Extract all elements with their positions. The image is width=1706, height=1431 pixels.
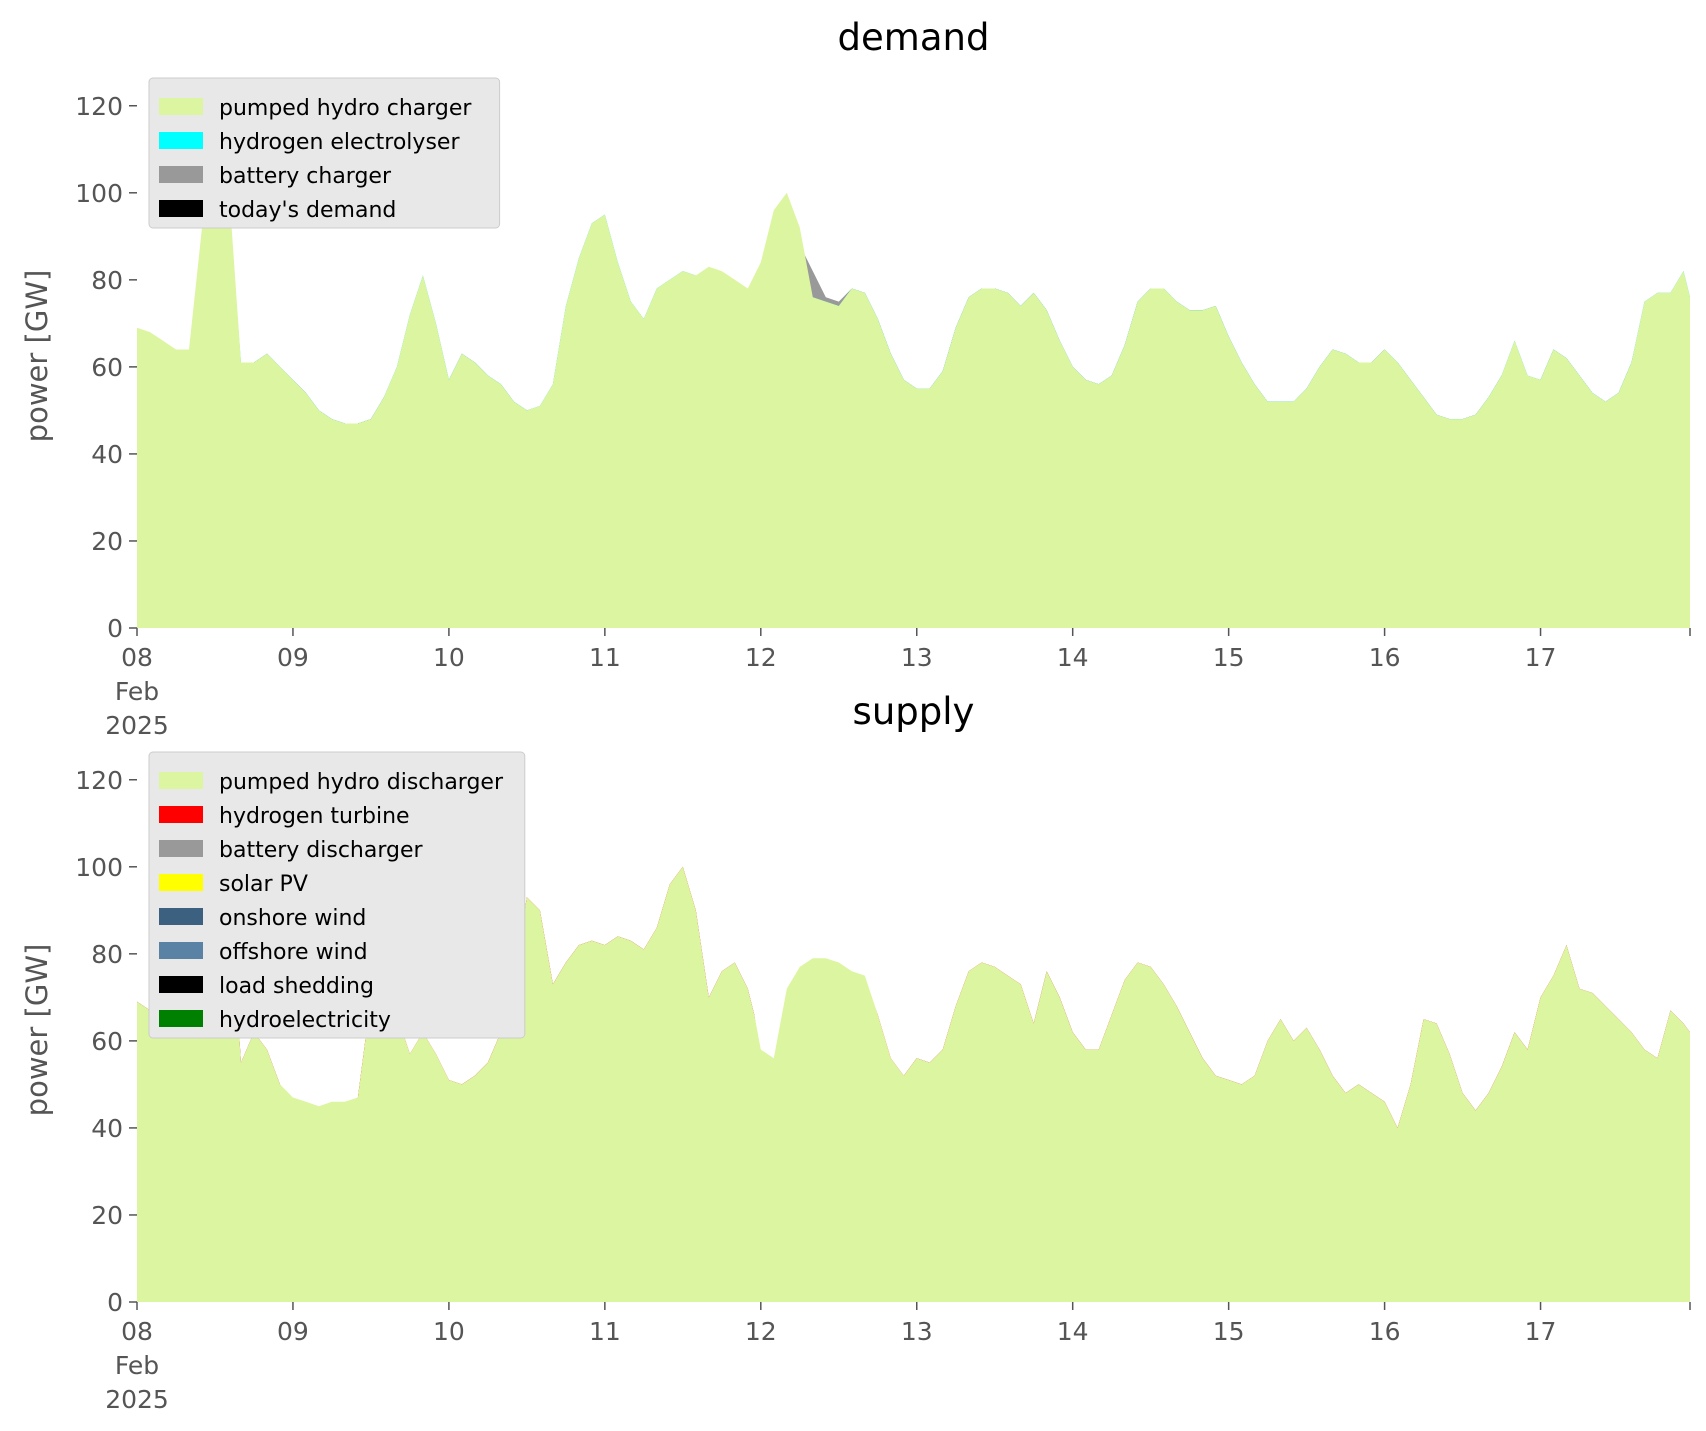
legend-label-onshore-wind: onshore wind	[219, 906, 366, 931]
y-tick-label: 80	[91, 266, 123, 295]
x-tick-label: 10	[433, 643, 465, 672]
x-tick-label: 11	[589, 643, 621, 672]
y-tick-label: 40	[91, 440, 123, 469]
legend-swatch-load-shedding	[159, 976, 203, 993]
x-tick-label-line: 08	[121, 643, 153, 672]
legend-label-pumped-hydro-charger: pumped hydro charger	[219, 96, 472, 121]
x-tick-label: 12	[745, 1317, 777, 1346]
legend-box	[148, 77, 501, 229]
y-tick-label: 60	[91, 1027, 123, 1056]
y-tick-label: 120	[75, 766, 123, 795]
x-tick-label-line: 16	[1369, 1317, 1401, 1346]
x-tick-label: 16	[1369, 643, 1401, 672]
x-axis: 08 Feb 2025 09 10 11 12 13 14 15 16 17	[105, 1302, 1691, 1414]
x-tick-label: 14	[1057, 1317, 1089, 1346]
x-tick-label-line: 10	[433, 643, 465, 672]
y-axis: 0 20 40 60 80 100 120	[75, 766, 137, 1317]
legend-swatch-battery-discharger	[159, 840, 203, 857]
legend-label-hydroelectricity: hydroelectricity	[219, 1008, 391, 1033]
x-tick-label-line: 09	[277, 643, 309, 672]
x-tick-label-line: 12	[745, 643, 777, 672]
y-tick-label: 80	[91, 940, 123, 969]
y-tick-label: 0	[107, 614, 123, 643]
x-tick-label: 11	[589, 1317, 621, 1346]
legend-label-offshore-wind: offshore wind	[219, 940, 368, 965]
legend-swatch-hydrogen-turbine	[159, 806, 203, 823]
legend-swatch-hydroelectricity	[159, 1010, 203, 1027]
demand-chart: demand power [GW] 0 20 40 60 80 100 120 08 Feb 2025…	[20, 16, 1691, 740]
x-tick-label-line: 13	[901, 1317, 933, 1346]
x-tick-label: 10	[433, 1317, 465, 1346]
legend-label-battery-charger: battery charger	[219, 164, 392, 189]
legend-swatch-onshore-wind	[159, 908, 203, 925]
x-tick-label: 09	[277, 643, 309, 672]
x-tick-label-line: 09	[277, 1317, 309, 1346]
x-tick-label-line: 15	[1213, 643, 1245, 672]
chart-title: supply	[853, 690, 975, 733]
x-tick-label: 13	[901, 1317, 933, 1346]
legend-label-load-shedding: load shedding	[219, 974, 374, 999]
x-tick-label-line: 14	[1057, 1317, 1089, 1346]
y-tick-label: 40	[91, 1114, 123, 1143]
legend-label-hydrogen-turbine: hydrogen turbine	[219, 804, 410, 829]
y-tick-label: 20	[91, 527, 123, 556]
x-tick-label-line: 2025	[105, 711, 169, 740]
x-tick-label-line: 11	[589, 643, 621, 672]
legend-label-battery-discharger: battery discharger	[219, 838, 424, 863]
legend-swatch-solar-pv	[159, 874, 203, 891]
y-tick-label: 100	[75, 853, 123, 882]
legend-label-solar-pv: solar PV	[219, 872, 308, 897]
y-tick-label: 20	[91, 1201, 123, 1230]
x-tick-label-line: 14	[1057, 643, 1089, 672]
y-axis: 0 20 40 60 80 100 120	[75, 92, 137, 643]
x-tick-label-line: 2025	[105, 1385, 169, 1414]
legend: pumped hydro charger hydrogen electrolyse…	[148, 77, 501, 229]
x-tick-label: 08 Feb 2025	[105, 643, 169, 740]
legend-label-today-s-demand: today's demand	[219, 198, 396, 223]
x-tick-label: 14	[1057, 643, 1089, 672]
x-tick-label: 16	[1369, 1317, 1401, 1346]
legend-label-hydrogen-electrolyser: hydrogen electrolyser	[219, 130, 460, 155]
x-tick-label-line: Feb	[115, 1351, 159, 1380]
x-tick-label-line: 16	[1369, 643, 1401, 672]
x-tick-label-line: 17	[1525, 643, 1557, 672]
legend-box	[148, 751, 526, 1039]
legend-swatch-pumped-hydro-charger	[159, 98, 203, 115]
chart-title: demand	[838, 16, 990, 59]
legend-swatch-pumped-hydro-discharger	[159, 772, 203, 789]
x-tick-label: 15	[1213, 643, 1245, 672]
x-tick-label-line: Feb	[115, 677, 159, 706]
y-tick-label: 120	[75, 92, 123, 121]
x-tick-label: 17	[1525, 643, 1557, 672]
y-tick-label: 100	[75, 179, 123, 208]
x-tick-label-line: 12	[745, 1317, 777, 1346]
x-tick-label: 12	[745, 643, 777, 672]
x-tick-label: 17	[1525, 1317, 1557, 1346]
x-tick-label: 08 Feb 2025	[105, 1317, 169, 1414]
x-tick-label: 09	[277, 1317, 309, 1346]
legend-swatch-hydrogen-electrolyser	[159, 132, 203, 149]
y-tick-label: 0	[107, 1288, 123, 1317]
x-axis: 08 Feb 2025 09 10 11 12 13 14 15 16 17	[105, 628, 1691, 740]
legend-swatch-offshore-wind	[159, 942, 203, 959]
x-tick-label-line: 08	[121, 1317, 153, 1346]
legend-swatch-battery-charger	[159, 166, 203, 183]
legend-label-pumped-hydro-discharger: pumped hydro discharger	[219, 770, 504, 795]
x-tick-label-line: 15	[1213, 1317, 1245, 1346]
x-tick-label: 13	[901, 643, 933, 672]
y-axis-label: power [GW]	[20, 944, 54, 1117]
y-tick-label: 60	[91, 353, 123, 382]
legend-swatch-today-s-demand	[159, 200, 203, 217]
series-area-pumped-hydro-charger	[137, 105, 1690, 629]
x-tick-label-line: 10	[433, 1317, 465, 1346]
x-tick-label-line: 17	[1525, 1317, 1557, 1346]
x-tick-label: 15	[1213, 1317, 1245, 1346]
legend: pumped hydro discharger hydrogen turbine b…	[148, 751, 526, 1039]
supply-chart: supply power [GW] 0 20 40 60 80 100 120 08 Feb 2025…	[20, 690, 1691, 1414]
x-tick-label-line: 13	[901, 643, 933, 672]
series-areas	[137, 105, 1690, 629]
y-axis-label: power [GW]	[20, 270, 54, 443]
x-tick-label-line: 11	[589, 1317, 621, 1346]
